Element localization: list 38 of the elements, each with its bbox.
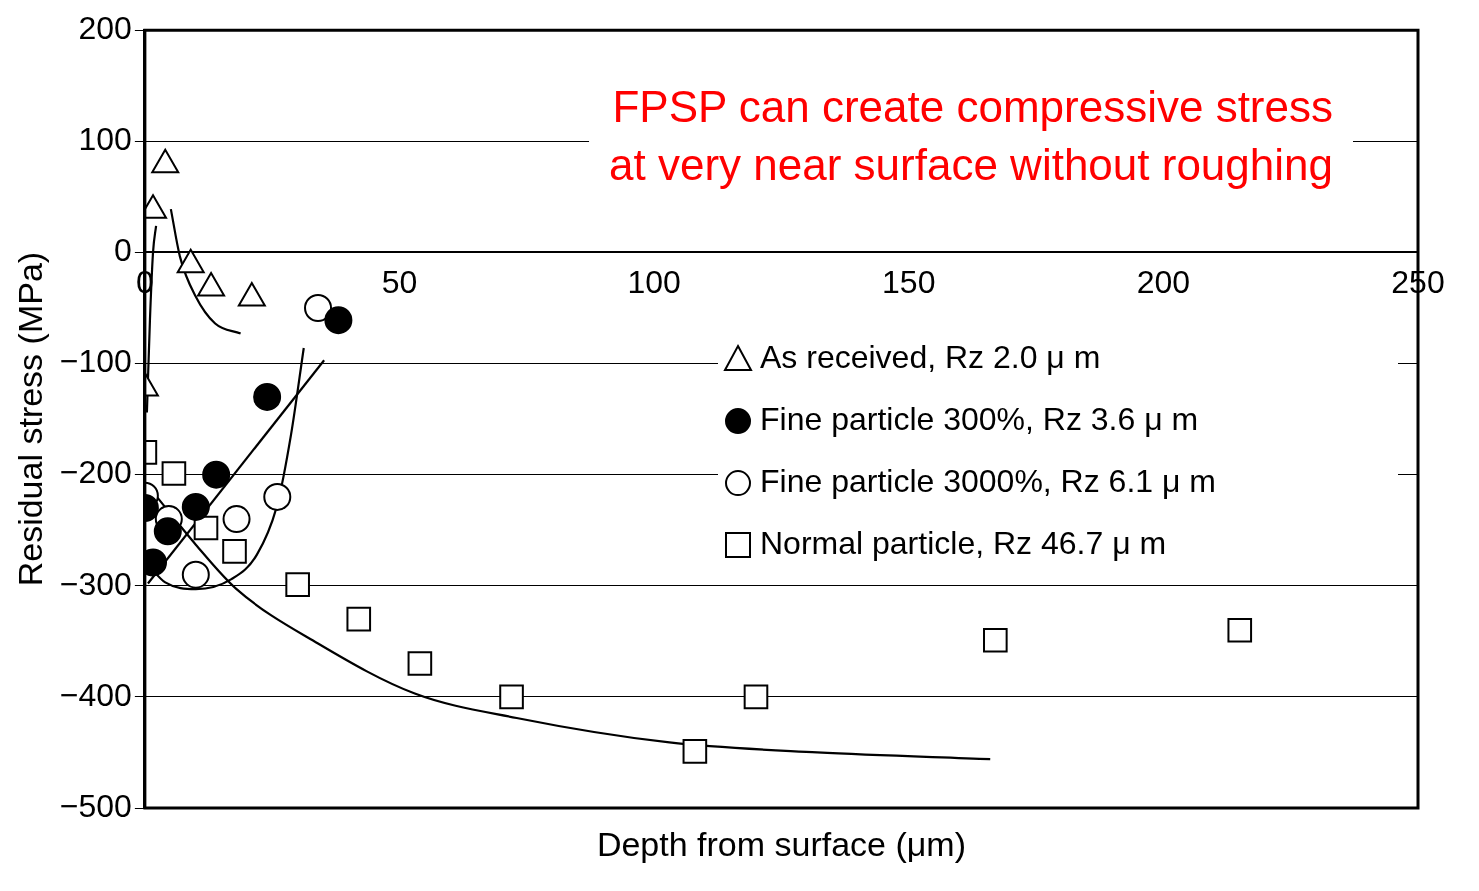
point: [1227, 617, 1253, 643]
point: [407, 651, 433, 676]
point: [253, 382, 282, 411]
point: [324, 306, 353, 335]
point: [983, 627, 1008, 653]
y-tick-label: −300: [59, 565, 132, 602]
point: [222, 539, 247, 564]
x-axis-title: Depth from surface (μm): [596, 825, 966, 864]
point: [153, 517, 182, 546]
point: [499, 684, 524, 710]
y-tick-label: 200: [78, 10, 132, 47]
point: [222, 505, 251, 534]
annotation: FPSP can create compressive stress at very near surface without roughing: [609, 82, 1333, 190]
legend-label: Fine particle 300%, Rz 3.6 μ m: [760, 400, 1199, 437]
y-tick-label: 0: [114, 232, 132, 269]
y-tick-label: −500: [59, 787, 132, 824]
legend-label: As received, Rz 2.0 μ m: [760, 338, 1101, 375]
point: [263, 482, 292, 511]
point: [181, 560, 210, 589]
point: [161, 461, 187, 486]
y-tick-label: −100: [59, 343, 132, 380]
point: [743, 684, 769, 710]
point: [682, 739, 708, 764]
legend-label: Fine particle 3000%, Rz 6.1 μ m: [760, 462, 1216, 499]
y-tick-label: −200: [59, 454, 132, 491]
y-tick-label: 100: [78, 121, 132, 158]
point: [202, 460, 231, 489]
x-tick-label: 200: [1136, 264, 1191, 301]
point: [304, 293, 333, 322]
point: [181, 492, 210, 521]
x-tick-label: 50: [381, 264, 418, 301]
x-tick-label: 100: [627, 264, 681, 301]
legend-label: Normal particle, Rz 46.7 μ m: [760, 524, 1167, 561]
y-axis-title: Residual stress (MPa): [10, 251, 49, 587]
x-tick-label: 150: [882, 264, 936, 301]
point: [346, 606, 372, 632]
point: [285, 572, 310, 597]
y-tick-label: −400: [59, 676, 132, 713]
